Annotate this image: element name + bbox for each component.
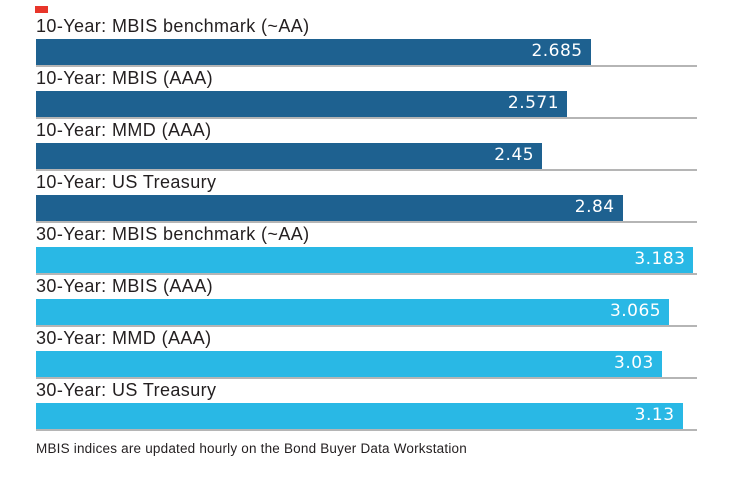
bar: 2.685 [36,39,591,65]
bar-track: 3.183 [36,247,697,275]
bar-category-label: 10-Year: MBIS (AAA) [36,68,214,88]
bar: 3.183 [36,247,694,273]
bar-category-label: 30-Year: US Treasury [36,380,217,400]
bar: 3.065 [36,299,670,325]
bar-category-label: 30-Year: MBIS benchmark (~AA) [36,224,310,244]
bar-category-label: 10-Year: US Treasury [36,172,217,192]
bar-value-label: 3.13 [634,405,675,425]
bar-track: 3.065 [36,299,697,327]
bar-row: 30-Year: MBIS benchmark (~AA) 3.183 [36,223,697,275]
bond-yield-bar-chart: 10-Year: MBIS benchmark (~AA) 2.685 10-Yea… [36,15,697,431]
bar-category-label: 30-Year: MMD (AAA) [36,328,212,348]
bar-row: 10-Year: MBIS (AAA) 2.571 [36,67,697,119]
bar-track: 2.45 [36,143,697,171]
bar-value-label: 3.183 [634,249,686,269]
bar-row: 10-Year: MMD (AAA) 2.45 [36,119,697,171]
bar-value-label: 3.065 [609,301,662,321]
bar-row: 30-Year: MMD (AAA) 3.03 [36,327,697,379]
red-dash-decoration [35,6,48,13]
bar-category-label: 10-Year: MMD (AAA) [36,120,212,140]
bar-category-label: 30-Year: MBIS (AAA) [36,276,214,296]
bar-row: 30-Year: US Treasury 3.13 [36,379,697,431]
bar-track: 2.685 [36,39,697,67]
bar-track: 3.03 [36,351,697,379]
bar-value-label: 3.03 [614,353,654,373]
bar-track: 2.571 [36,91,697,119]
chart-footnote: MBIS indices are updated hourly on the B… [36,441,467,456]
bar: 2.571 [36,91,568,117]
bar-row: 30-Year: MBIS (AAA) 3.065 [36,275,697,327]
bar-value-label: 2.571 [507,93,560,113]
bar-category-label: 10-Year: MBIS benchmark (~AA) [36,16,310,36]
bar: 2.45 [36,143,543,169]
bar: 3.03 [36,351,662,377]
bar: 2.84 [36,195,623,221]
bar-row: 10-Year: MBIS benchmark (~AA) 2.685 [36,15,697,67]
bar: 3.13 [36,403,683,429]
bar-track: 3.13 [36,403,697,431]
bar-track: 2.84 [36,195,697,223]
bar-row: 10-Year: US Treasury 2.84 [36,171,697,223]
bar-value-label: 2.45 [494,145,535,165]
bar-value-label: 2.84 [574,197,615,217]
bar-value-label: 2.685 [531,41,583,61]
